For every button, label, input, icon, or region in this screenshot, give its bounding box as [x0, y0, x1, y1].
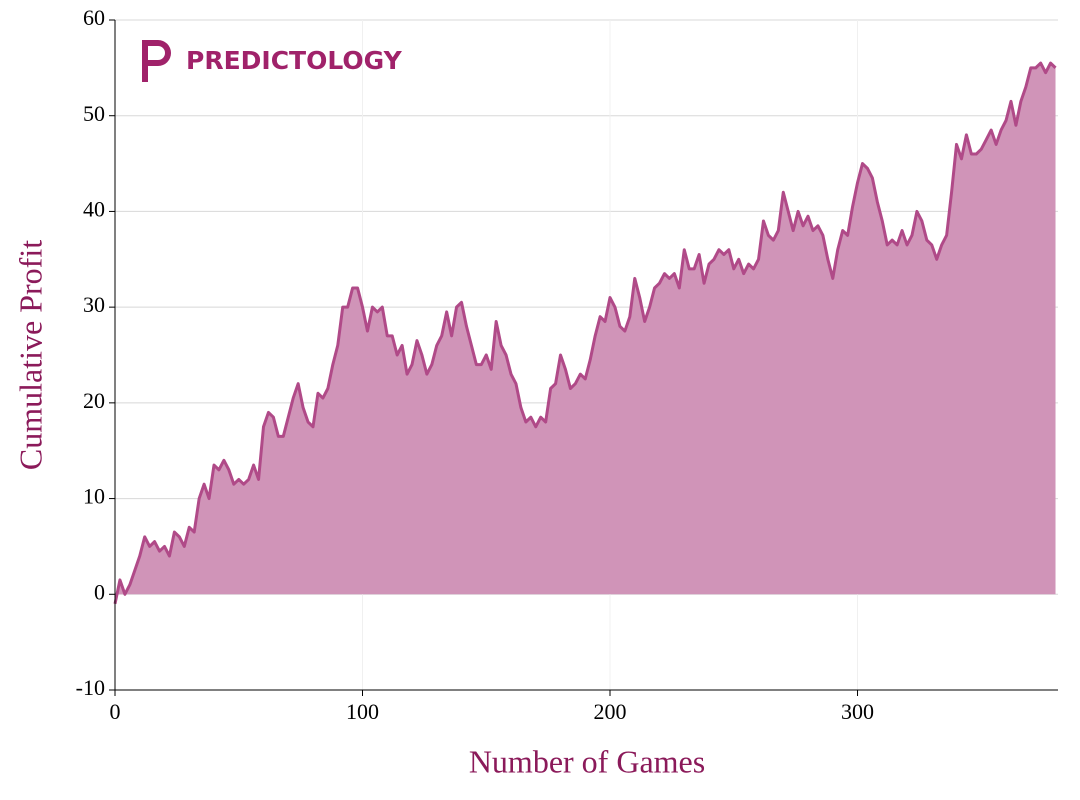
y-tick-label: 50 [83, 101, 105, 126]
x-tick-label: 200 [594, 699, 627, 724]
y-tick-label: 40 [83, 196, 105, 221]
y-tick-label: 10 [83, 484, 105, 509]
logo-icon [142, 40, 171, 82]
logo: PREDICTOLOGY [142, 40, 403, 82]
logo-text: PREDICTOLOGY [186, 46, 403, 75]
y-tick-label: 30 [83, 292, 105, 317]
x-tick-label: 300 [841, 699, 874, 724]
x-tick-label: 0 [110, 699, 121, 724]
y-axis-label: Cumulative Profit [12, 240, 48, 470]
x-tick-label: 100 [346, 699, 379, 724]
y-tick-label: 60 [83, 5, 105, 30]
y-tick-label: 20 [83, 388, 105, 413]
y-tick-label: -10 [76, 675, 105, 700]
line [113, 61, 1057, 605]
x-axis-label: Number of Games [469, 743, 705, 779]
y-tick-label: 0 [94, 579, 105, 604]
area [115, 63, 1056, 604]
